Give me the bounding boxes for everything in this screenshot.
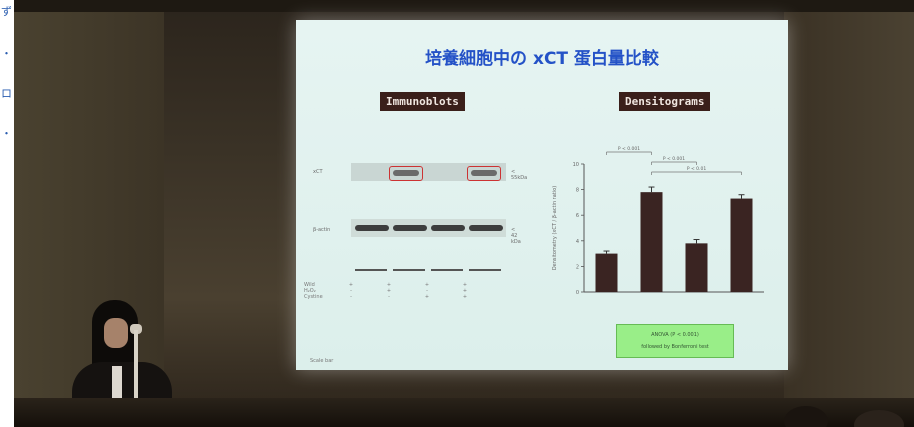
microphone-icon (130, 324, 142, 334)
treat-row: Wild + + + + (304, 282, 468, 288)
lecture-room-photo: 培養細胞中の xCT 蛋白量比較 Immunoblots Densitogram… (14, 0, 914, 427)
blot-band (431, 225, 465, 231)
left-edge-strip: ず ・ ロ ・ (0, 0, 14, 427)
edge-glyph: ・ (1, 128, 12, 140)
y-tick-label: 8 (576, 188, 579, 194)
presenter-blouse (112, 366, 122, 406)
y-tick-label: 10 (573, 162, 579, 168)
blot-size-label: < 42 kDa (511, 227, 521, 245)
significance-label: P < 0.001 (663, 156, 685, 162)
significance-label: P < 0.001 (618, 146, 640, 152)
bar (685, 243, 708, 292)
blot-row-label: β-actin (313, 227, 331, 233)
edge-glyph: ・ (1, 48, 12, 60)
ceiling-beam (14, 0, 914, 12)
lane-line (393, 269, 425, 271)
highlight-box (389, 166, 423, 181)
treat-row: Cystine - - + + (304, 294, 468, 300)
bar (730, 198, 753, 292)
bar (640, 192, 663, 292)
blot-band (355, 225, 389, 231)
y-axis-label: Densitometry (xCT / β-actin ratio) (552, 186, 558, 270)
bar (595, 253, 618, 292)
lane-line (431, 269, 463, 271)
blot-band (471, 170, 497, 176)
blot-row-label: xCT (313, 169, 323, 175)
audience-heads (714, 402, 914, 427)
y-tick-label: 6 (576, 213, 579, 219)
y-tick-label: 4 (576, 239, 579, 245)
lane-line (355, 269, 387, 271)
y-tick-label: 2 (576, 264, 579, 270)
densitograms-tag: Densitograms (619, 92, 711, 111)
significance-label: P < 0.01 (687, 166, 707, 172)
audience-head (854, 410, 904, 427)
highlight-box (467, 166, 501, 181)
blot-band (393, 170, 419, 176)
right-wall (784, 0, 914, 427)
stats-line: followed by Bonferroni test (641, 344, 709, 350)
slide-title: 培養細胞中の xCT 蛋白量比較 (425, 49, 659, 69)
y-tick-label: 0 (576, 290, 579, 296)
presenter-figure (64, 300, 174, 427)
treat-row: H₂O₂ - + - + (304, 288, 468, 294)
densitogram-chart: Densitometry (xCT / β-actin ratio) 0 2 4 6 8 1… (552, 146, 764, 296)
presenter-face (104, 318, 128, 348)
blot-size-label: < 55kDa (511, 169, 528, 181)
immunoblots-tag: Immunoblots (380, 92, 465, 111)
microphone-stand (134, 330, 138, 420)
edge-glyph: ず (1, 6, 12, 18)
blot-band (393, 225, 427, 231)
statistics-note-box: ANOVA (P < 0.001) followed by Bonferroni… (616, 324, 734, 358)
immunoblot-image: xCT β-actin < 55kDa < 42 kDa (313, 155, 527, 275)
blot-band (469, 225, 503, 231)
slide-corner-mark: Scale bar (310, 358, 334, 364)
audience-head (784, 406, 828, 427)
actin-band-row (351, 219, 506, 237)
stats-line: ANOVA (P < 0.001) (651, 332, 699, 338)
left-wall (14, 0, 164, 427)
projected-slide: 培養細胞中の xCT 蛋白量比較 Immunoblots Densitogram… (296, 20, 788, 370)
floor-area (14, 398, 914, 427)
lane-line (469, 269, 501, 271)
edge-glyph: ロ (1, 88, 12, 100)
blot-treatment-table: Wild + + + + H₂O₂ - + - + Cystine - - + + (304, 282, 484, 300)
